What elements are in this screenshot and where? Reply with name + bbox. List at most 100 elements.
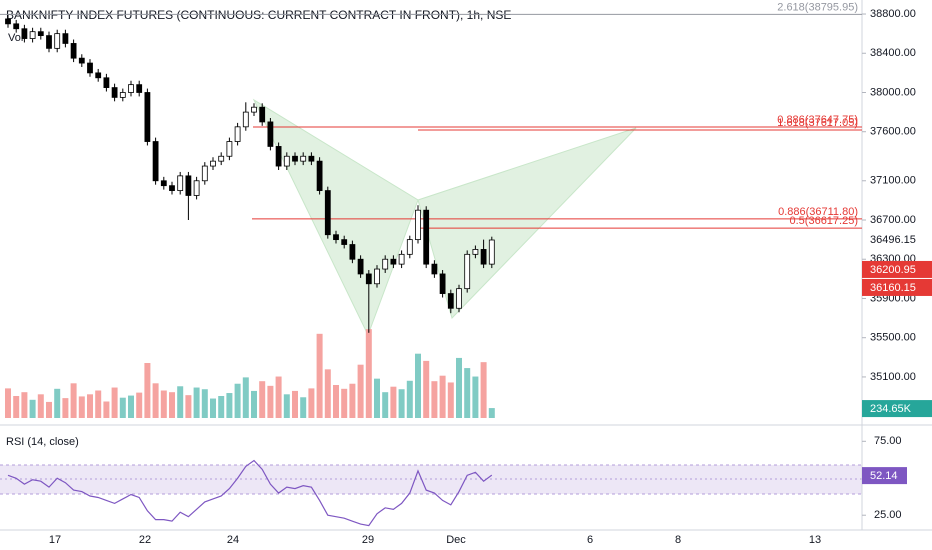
volume-bar [152, 383, 159, 418]
candle-body [103, 77, 110, 88]
candle-body [193, 180, 200, 196]
candle-body [406, 239, 413, 255]
chart-title: BANKNIFTY INDEX FUTURES (CONTINUOUS: CUR… [6, 8, 511, 22]
candle-body [251, 106, 257, 113]
candle-body [349, 244, 356, 260]
volume-bar [160, 390, 167, 418]
x-tick-label: 29 [362, 534, 374, 546]
candle-body [185, 175, 192, 196]
candle-body [136, 84, 143, 93]
rsi-line [7, 459, 493, 527]
pattern-bcd [417, 127, 637, 319]
volume-bar [292, 390, 298, 418]
candle-body [111, 87, 118, 98]
volume-bar [119, 397, 126, 418]
candle-body [275, 146, 282, 167]
level-label: 0.886(36711.80) [778, 206, 858, 218]
volume-bar [300, 397, 307, 418]
volume-bar [431, 381, 438, 418]
volume-bar [111, 387, 118, 418]
volume-bar [21, 392, 28, 418]
volume-bar [267, 385, 274, 418]
candle-body [177, 175, 184, 191]
candle-body [382, 258, 389, 270]
x-tick-label: 22 [139, 534, 151, 546]
candle-body [152, 141, 159, 182]
volume-bar [464, 368, 471, 418]
volume-bar [283, 394, 290, 418]
volume-bar [374, 378, 380, 418]
candle-body [218, 155, 225, 162]
x-tick-label: 8 [675, 534, 681, 546]
volume-bar [13, 396, 20, 418]
volume-bar [169, 392, 175, 418]
candle-body [415, 209, 421, 241]
volume-title: Vol [8, 32, 23, 44]
volume-bar [242, 377, 249, 418]
candle-body [62, 33, 69, 44]
candle-body [95, 72, 102, 79]
volume-bar [218, 396, 225, 418]
x-tick-label: 24 [227, 534, 239, 546]
x-tick-label: 13 [809, 534, 821, 546]
candle-body [480, 249, 487, 265]
volume-bar [62, 398, 69, 418]
y-tick-label: 38400.00 [870, 47, 916, 59]
volume-bar [37, 394, 44, 418]
volume-bar [333, 385, 339, 418]
volume-bar [341, 388, 348, 418]
volume-bar [308, 388, 315, 418]
rsi-tick-label: 25.00 [874, 509, 902, 521]
volume-bar [234, 383, 241, 418]
volume-bar [201, 389, 208, 418]
volume-bar [226, 393, 233, 418]
volume-bar [439, 375, 446, 418]
candle-body [242, 111, 249, 128]
candle-body [464, 253, 471, 290]
candle-body [267, 121, 274, 147]
y-tick-label: 37100.00 [870, 175, 916, 187]
volume-bar [316, 333, 323, 418]
candle-body [259, 106, 266, 123]
candle-body [472, 249, 479, 255]
volume-bar [259, 381, 266, 418]
volume-bar [136, 392, 143, 418]
candle-body [13, 23, 20, 30]
candle-body [341, 239, 348, 245]
volume-bar [87, 394, 93, 418]
y-tick-label: 35500.00 [870, 332, 916, 344]
volume-bar [185, 395, 192, 418]
candle-body [324, 190, 331, 236]
candle-body [283, 155, 290, 167]
candle-body [488, 239, 495, 265]
volume-bar [103, 401, 110, 418]
volume-bar [390, 386, 397, 418]
candle-body [70, 43, 77, 59]
candle-body [234, 126, 241, 142]
candle-body [439, 273, 446, 294]
y-tick-label: 36700.00 [870, 214, 916, 226]
price-box [862, 260, 932, 278]
candle-body [333, 234, 339, 241]
candle-body [292, 155, 298, 162]
volume-bar [177, 386, 184, 418]
y-tick-label: 35100.00 [870, 371, 916, 383]
volume-bar [324, 369, 331, 418]
candle-body [201, 165, 208, 182]
price-box-label: 36200.95 [870, 264, 916, 276]
volume-bar [406, 380, 413, 418]
rsi-box [862, 467, 907, 485]
volume-bar [382, 392, 389, 418]
volume-bar [398, 389, 405, 418]
level-label: 0.886(37647.75) [777, 114, 858, 126]
rsi-box-label: 52.14 [870, 470, 898, 482]
volume-bar [488, 408, 495, 418]
level-label: 2.618(38795.95) [777, 1, 858, 13]
volume-bar [415, 353, 421, 418]
volume-bar [29, 399, 36, 418]
candle-body [447, 293, 454, 309]
volume-bar [95, 390, 102, 418]
candle-body [431, 263, 438, 275]
rsi-tick-label: 75.00 [874, 435, 902, 447]
